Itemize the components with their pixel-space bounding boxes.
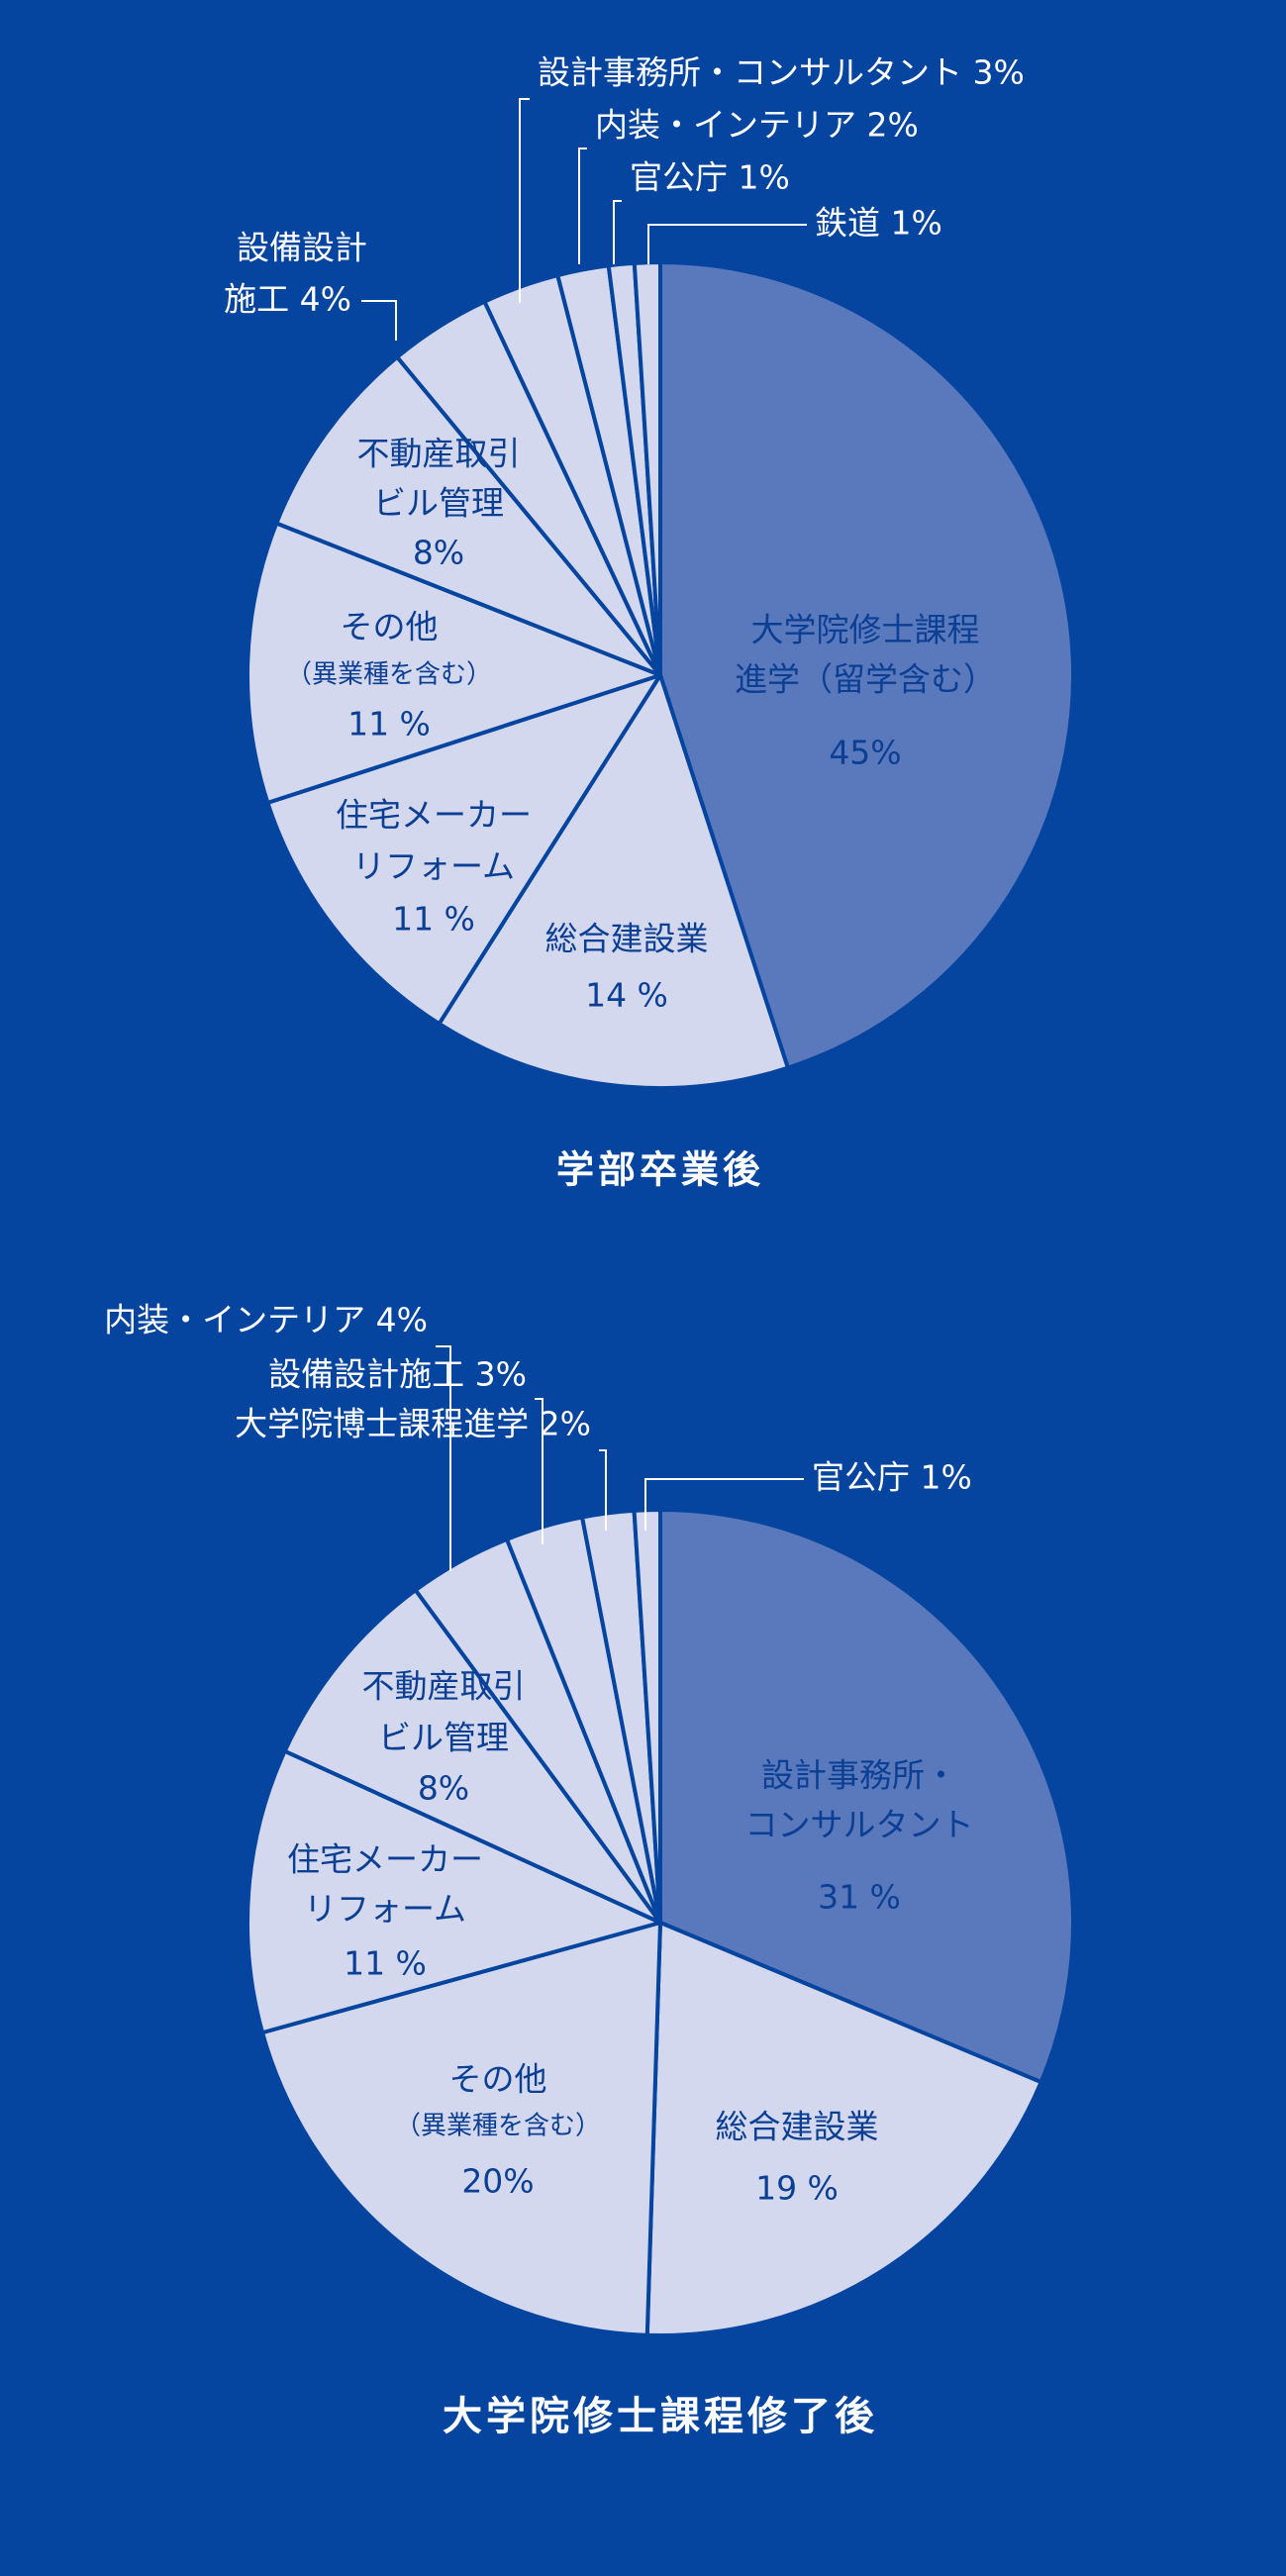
leader-line — [361, 300, 397, 341]
slice-label: リフォーム — [304, 1890, 466, 1929]
pie-slice — [632, 259, 662, 677]
slice-value-label: 8% — [418, 1769, 469, 1808]
slice-label: 大学院修士課程 — [751, 611, 980, 649]
slice-label: ビル管理 — [378, 1719, 509, 1757]
slice-value-label: 8% — [413, 534, 464, 572]
slice-value-label: 14 % — [585, 976, 668, 1015]
slice-label-outside: 鉄道 1% — [815, 204, 942, 243]
pie-slice — [632, 1508, 662, 1925]
slice-label: 設計事務所・ — [761, 1756, 957, 1795]
slice-label-outside: 大学院博士課程進学 2% — [235, 1405, 591, 1443]
slice-label-outside: 施工 4% — [224, 280, 351, 319]
slice-label: 住宅メーカー — [287, 1840, 483, 1879]
slice-label: その他 — [341, 608, 439, 646]
pie-slice — [644, 1921, 1043, 2337]
slice-label: リフォーム — [352, 847, 515, 886]
slice-value-label: 20% — [461, 2162, 534, 2201]
leader-line — [436, 1345, 451, 1571]
leader-line — [519, 98, 530, 303]
pie-slice — [265, 673, 662, 1027]
slice-value-label: 11 % — [344, 1944, 427, 1983]
slice-label-outside: 内装・インテリア 4% — [104, 1301, 428, 1339]
chart-title: 大学院修士課程修了後 — [443, 2394, 878, 2439]
slice-label: （異業種を含む） — [395, 2112, 601, 2141]
leader-line — [599, 1449, 607, 1531]
slice-label-outside: 官公庁 1% — [630, 158, 790, 197]
pie-slice — [246, 1748, 662, 2035]
leader-line — [644, 1478, 804, 1531]
leader-line — [647, 224, 807, 264]
slice-label: コンサルタント — [745, 1806, 974, 1844]
slice-value-label: 11 % — [392, 900, 475, 939]
slice-value-label: 19 % — [755, 2169, 839, 2208]
slice-label: ビル管理 — [373, 484, 504, 523]
slice-label: 不動産取引 — [362, 1667, 526, 1706]
slice-label-outside: 設計事務所・コンサルタント 3% — [538, 53, 1025, 92]
slice-value-label: 45% — [829, 734, 901, 772]
slice-label: （異業種を含む） — [286, 660, 492, 690]
pie-slice — [260, 1921, 662, 2337]
slice-label: 住宅メーカー — [336, 796, 532, 835]
pie-slice — [274, 354, 662, 677]
slice-label: 総合建設業 — [716, 2108, 879, 2146]
slice-label: 不動産取引 — [357, 435, 521, 473]
slice-value-label: 11 % — [347, 705, 431, 743]
slice-label: 総合建設業 — [545, 920, 709, 958]
slice-value-label: 31 % — [818, 1878, 901, 1917]
pie-slice — [658, 1508, 1075, 2085]
pie-slice — [246, 521, 662, 805]
slice-label: 進学（留学含む） — [735, 660, 996, 699]
leader-line — [535, 1398, 544, 1544]
slice-label-outside: 設備設計施工 3% — [268, 1355, 527, 1394]
slice-label-outside: 官公庁 1% — [812, 1458, 972, 1497]
chart-title: 学部卒業後 — [556, 1148, 764, 1192]
leader-line — [578, 148, 587, 264]
slice-label-outside: 内装・インテリア 2% — [595, 106, 919, 145]
pie-slice — [437, 673, 790, 1090]
pie-slice — [658, 260, 1075, 1070]
leader-line — [613, 200, 622, 264]
pie-slice — [282, 1588, 662, 1925]
slice-label-outside: 設備設計 — [237, 229, 367, 267]
slice-label: その他 — [449, 2060, 547, 2099]
